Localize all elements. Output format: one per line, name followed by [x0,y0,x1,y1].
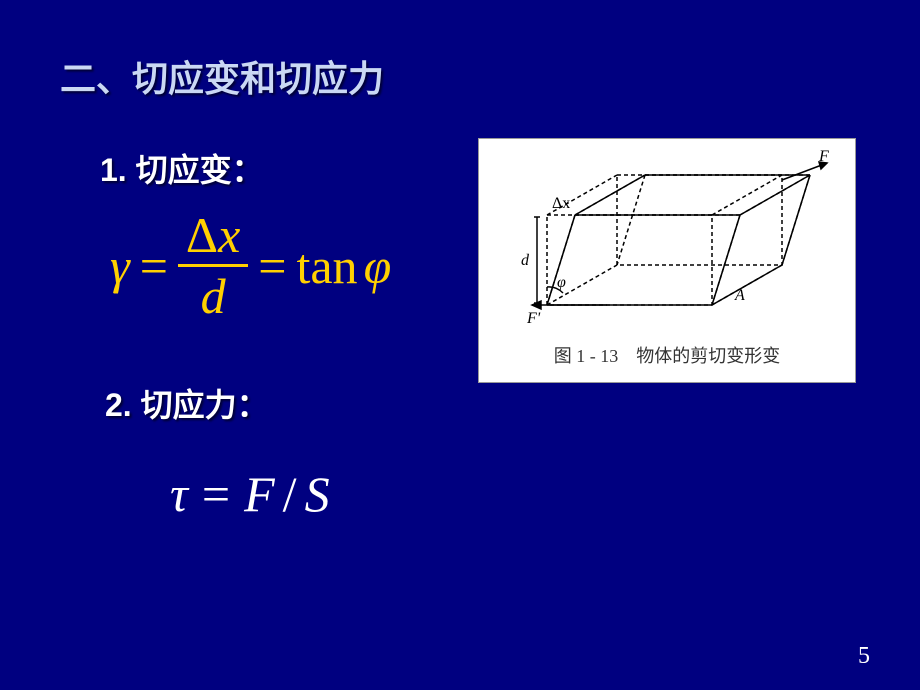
equals-sign-2: = [258,237,286,295]
slide: 二、切应变和切应力 1. 切应变： γ = Δx d = tan φ 2. 切应… [0,0,920,690]
figure-caption: 图 1 - 13 物体的剪切变形变 [554,342,781,368]
formula1-denominator: d [193,267,234,321]
label-Fprime: F' [526,310,541,327]
formula1-numerator: Δx [178,210,248,267]
page-number: 5 [858,643,870,670]
phi-symbol: φ [364,237,392,295]
tan-text: tan [296,237,357,295]
section-title: 二、切应变和切应力 [60,50,384,102]
label-phi: φ [557,274,566,291]
slash: / [283,465,297,523]
formula1-fraction: Δx d [178,210,248,321]
delta-symbol: Δ [186,207,218,263]
formula-shear-stress: τ = F / S [170,465,330,523]
numerator-x: x [218,207,240,263]
label-A: A [734,287,745,304]
formula2-tau: τ [170,465,188,523]
shear-diagram-svg: F F' Δx d φ A [497,145,837,340]
label-deltax: Δx [552,195,570,212]
shear-deformation-figure: F F' Δx d φ A 图 1 - 13 物体的剪切变形变 [478,138,856,383]
label-F: F [818,148,829,165]
formula1-gamma: γ [110,237,130,295]
heading-shear-stress: 2. 切应力： [105,380,269,426]
formula2-F: F [244,465,275,523]
label-d: d [521,252,530,269]
equals-sign-3: = [202,465,230,523]
equals-sign: = [140,237,168,295]
formula-shear-strain: γ = Δx d = tan φ [110,210,391,321]
formula2-S: S [305,465,330,523]
heading-shear-strain: 1. 切应变： [100,145,264,191]
